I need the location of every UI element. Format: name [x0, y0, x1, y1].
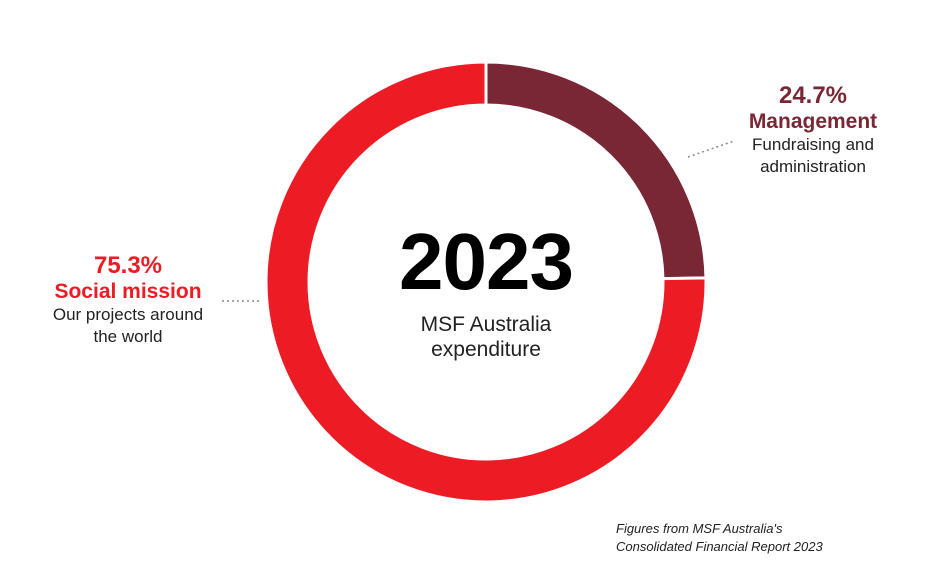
center-caption-line2: expenditure [431, 338, 541, 361]
slice-social-mission [264, 60, 708, 504]
donut-slices [264, 60, 708, 504]
social-mission-desc-line1: Our projects around [52, 305, 204, 324]
social-mission-name: Social mission [54, 280, 202, 303]
management-leader-line [687, 140, 735, 158]
management-percent: 24.7% [778, 82, 848, 109]
management-desc-line1: Fundraising and [752, 135, 874, 154]
source-note-line1: Figures from MSF Australia's [616, 521, 783, 536]
source-note-line2: Consolidated Financial Report 2023 [616, 539, 823, 554]
management-name: Management [748, 110, 878, 133]
source-note: Figures from MSF Australia's Consolidate… [616, 520, 823, 556]
center-caption: MSF Australia expenditure [336, 312, 636, 362]
center-year: 2023 [399, 217, 574, 306]
social-mission-percent: 75.3% [93, 252, 163, 279]
management-label: 24.7% Management Fundraising and adminis… [728, 82, 898, 178]
center-caption-line1: MSF Australia [420, 313, 552, 336]
social-mission-desc-line2: the world [93, 327, 163, 346]
social-mission-label: 75.3% Social mission Our projects around… [30, 252, 226, 348]
management-desc-line2: administration [760, 157, 866, 176]
